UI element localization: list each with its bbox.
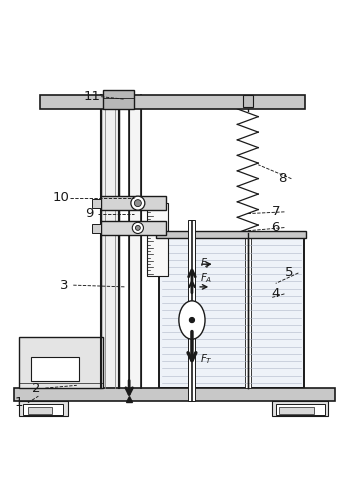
Ellipse shape <box>179 301 205 339</box>
Bar <box>92 224 101 233</box>
Text: 9: 9 <box>85 207 93 220</box>
Circle shape <box>132 222 143 234</box>
Text: $F_y$: $F_y$ <box>200 257 212 271</box>
Text: 2: 2 <box>32 382 41 395</box>
Bar <box>159 235 304 388</box>
Bar <box>40 95 305 109</box>
Text: 11: 11 <box>84 90 101 103</box>
Text: $F_A$: $F_A$ <box>200 272 212 285</box>
Circle shape <box>190 318 194 323</box>
Text: 8: 8 <box>279 172 287 185</box>
Bar <box>101 196 166 210</box>
Bar <box>19 402 68 416</box>
Bar <box>101 95 119 388</box>
Circle shape <box>135 226 140 230</box>
Text: 4: 4 <box>272 287 280 300</box>
Bar <box>156 231 306 238</box>
Text: 3: 3 <box>60 279 69 292</box>
Bar <box>245 233 251 388</box>
Text: $F_T$: $F_T$ <box>200 352 213 366</box>
Bar <box>23 404 63 414</box>
Text: 10: 10 <box>53 191 69 204</box>
Bar <box>276 404 325 414</box>
Text: 6: 6 <box>272 221 280 234</box>
Bar <box>243 95 253 107</box>
Bar <box>129 95 141 388</box>
Bar <box>14 388 335 402</box>
Bar <box>28 407 52 414</box>
Bar <box>31 357 79 381</box>
Bar <box>147 203 168 276</box>
Text: 5: 5 <box>285 266 294 279</box>
Bar <box>272 402 328 416</box>
Text: 7: 7 <box>272 205 280 218</box>
Circle shape <box>131 196 145 210</box>
Circle shape <box>134 200 141 207</box>
Text: 1: 1 <box>15 396 23 409</box>
Bar <box>188 220 195 402</box>
Bar <box>101 221 166 235</box>
Bar <box>19 337 103 388</box>
Bar <box>279 407 314 414</box>
Bar <box>92 199 101 208</box>
Bar <box>103 89 134 109</box>
